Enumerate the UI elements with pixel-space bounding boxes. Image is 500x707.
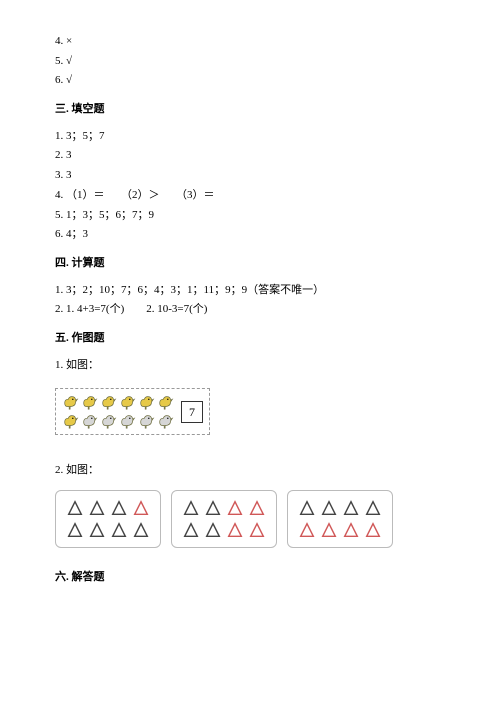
section4-body: 1. 3；2；10；7；6；4；3；1；11；9；9（答案不唯一） 2. 1. …: [55, 281, 445, 319]
section3-body: 1. 3；5；7 2. 3 3. 3 4. （1）＝ （2）＞ （3）＝ 5. …: [55, 127, 445, 244]
s3-line-3: 3. 3: [55, 166, 445, 185]
triangles-row: [55, 490, 445, 548]
triangle-icon: [342, 521, 360, 539]
bird-icon: [157, 412, 175, 430]
triangle-icon: [88, 499, 106, 517]
bird-icon: [100, 393, 118, 411]
s3-line-1: 1. 3；5；7: [55, 127, 445, 146]
birds-card: 7: [55, 388, 210, 435]
fig1-label: 1. 如图：: [55, 356, 445, 375]
section5-title: 五. 作图题: [55, 329, 445, 348]
section3-title: 三. 填空题: [55, 100, 445, 119]
s3-line-6: 6. 4；3: [55, 225, 445, 244]
fig2-label: 2. 如图：: [55, 461, 445, 480]
triangle-icon: [182, 521, 200, 539]
s3-line-4: 4. （1）＝ （2）＞ （3）＝: [55, 186, 445, 205]
s4-line-2: 2. 1. 4+3=7(个) 2. 10-3=7(个): [55, 300, 445, 319]
triangle-icon: [226, 521, 244, 539]
triangle-icon: [248, 499, 266, 517]
bird-icon: [138, 393, 156, 411]
s3-line-2: 2. 3: [55, 146, 445, 165]
triangle-icon: [204, 499, 222, 517]
birds-number-box: 7: [181, 401, 203, 423]
bird-icon: [62, 412, 80, 430]
s4-line-1: 1. 3；2；10；7；6；4；3；1；11；9；9（答案不唯一）: [55, 281, 445, 300]
triangle-icon: [320, 499, 338, 517]
triangle-icon: [298, 521, 316, 539]
triangle-icon: [204, 521, 222, 539]
birds-grid: [62, 393, 175, 430]
triangle-icon: [298, 499, 316, 517]
triangle-card: [55, 490, 161, 548]
top-answer-6: 6. √: [55, 71, 445, 90]
top-answer-4: 4. ×: [55, 32, 445, 51]
bird-icon: [81, 393, 99, 411]
section6-title: 六. 解答题: [55, 568, 445, 587]
triangle-icon: [182, 499, 200, 517]
triangle-icon: [320, 521, 338, 539]
triangle-icon: [110, 499, 128, 517]
triangle-icon: [66, 499, 84, 517]
bird-icon: [119, 393, 137, 411]
triangle-icon: [248, 521, 266, 539]
s3-line-5: 5. 1；3；5；6；7；9: [55, 206, 445, 225]
bird-icon: [62, 393, 80, 411]
triangle-card: [287, 490, 393, 548]
triangle-icon: [226, 499, 244, 517]
triangle-icon: [110, 521, 128, 539]
bird-icon: [100, 412, 118, 430]
bird-icon: [81, 412, 99, 430]
triangle-icon: [364, 499, 382, 517]
triangle-icon: [132, 499, 150, 517]
triangle-icon: [132, 521, 150, 539]
bird-icon: [138, 412, 156, 430]
section4-title: 四. 计算题: [55, 254, 445, 273]
triangle-card: [171, 490, 277, 548]
triangle-icon: [342, 499, 360, 517]
top-answer-5: 5. √: [55, 52, 445, 71]
bird-icon: [157, 393, 175, 411]
answers-top: 4. × 5. √ 6. √: [55, 32, 445, 90]
triangle-icon: [364, 521, 382, 539]
triangle-icon: [88, 521, 106, 539]
triangle-icon: [66, 521, 84, 539]
bird-icon: [119, 412, 137, 430]
